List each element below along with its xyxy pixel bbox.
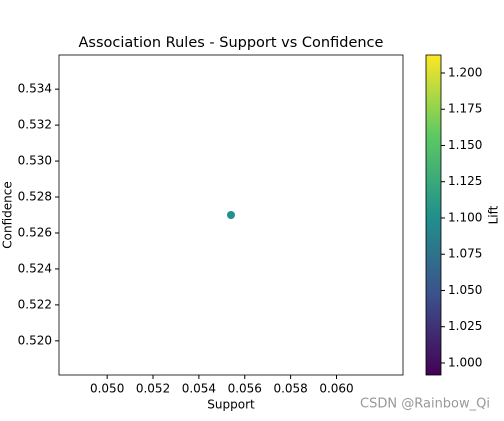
colorbar-tick-label: 1.200 <box>448 65 482 79</box>
y-tick-label: 0.530 <box>18 154 52 168</box>
x-axis-label: Support <box>207 398 255 412</box>
x-tick-label: 0.050 <box>90 382 124 396</box>
colorbar-tick-label: 1.175 <box>448 102 482 116</box>
colorbar-frame <box>425 54 442 376</box>
colorbar-tick-label: 1.075 <box>448 247 482 261</box>
y-axis-label: Confidence <box>1 181 15 248</box>
y-tick-label: 0.524 <box>18 261 52 275</box>
y-tick-label: 0.522 <box>18 297 52 311</box>
colorbar-tick-label: 1.150 <box>448 138 482 152</box>
colorbar-tick-label: 1.000 <box>448 355 482 369</box>
colorbar-tick-label: 1.125 <box>448 174 482 188</box>
point <box>227 211 235 219</box>
y-tick-label: 0.532 <box>18 118 52 132</box>
watermark: CSDN @Rainbow_Qi <box>360 397 490 412</box>
colorbar <box>426 55 441 375</box>
y-tick-label: 0.526 <box>18 225 52 239</box>
x-tick-label: 0.060 <box>319 382 353 396</box>
x-tick-label: 0.054 <box>182 382 216 396</box>
x-tick-label: 0.056 <box>228 382 262 396</box>
y-tick-label: 0.520 <box>18 333 52 347</box>
x-tick-label: 0.052 <box>136 382 170 396</box>
colorbar-tick-label: 1.050 <box>448 283 482 297</box>
y-tick-label: 0.534 <box>18 82 52 96</box>
colorbar-label: Lift <box>487 205 501 224</box>
colorbar-tick-label: 1.025 <box>448 319 482 333</box>
plot-frame <box>58 54 404 376</box>
colorbar-tick-label: 1.100 <box>448 210 482 224</box>
x-tick-label: 0.058 <box>273 382 307 396</box>
y-tick-label: 0.528 <box>18 190 52 204</box>
chart-title: Association Rules - Support vs Confidenc… <box>79 35 384 51</box>
